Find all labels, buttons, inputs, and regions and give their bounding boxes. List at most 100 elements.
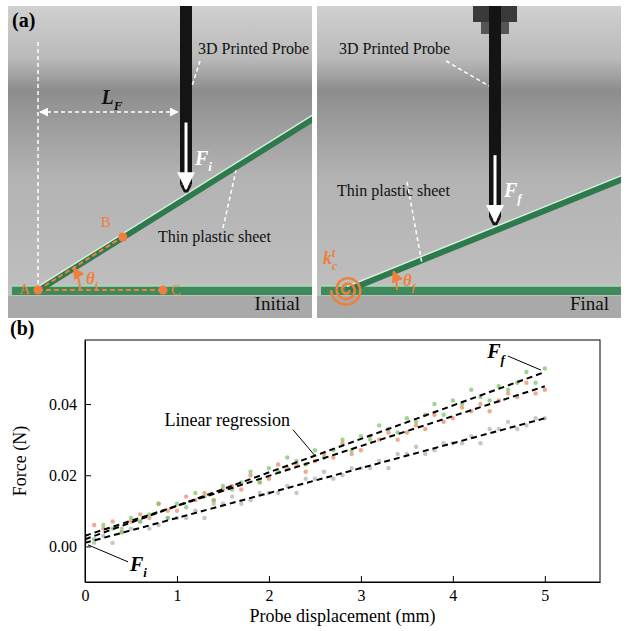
panel-label: (b): [10, 317, 34, 340]
x-axis-title: Probe displacement (mm): [250, 606, 436, 627]
scatter-point: [120, 530, 124, 534]
angle-arc: [74, 268, 80, 290]
plot-area: [85, 366, 547, 545]
force-label: Ff: [503, 179, 523, 206]
force-label-sub: f: [517, 191, 523, 206]
scatter-point: [294, 491, 298, 495]
y-axis-tick-label: 0.02: [49, 467, 77, 484]
force-label: Fi: [194, 147, 212, 174]
sheet-label: Thin plastic sheet: [337, 182, 450, 200]
scatter-point: [524, 370, 528, 374]
scatter-point: [285, 455, 289, 459]
scatter-point: [478, 402, 482, 406]
angle-label: θi: [86, 269, 99, 291]
y-axis-tick-label: 0.00: [49, 538, 77, 555]
annotation-main: F: [129, 553, 144, 575]
length-dimension: [40, 111, 178, 113]
point-marker: [159, 286, 168, 295]
probe-label: 3D Printed Probe: [198, 40, 309, 57]
y-axis-tick: 0.02: [49, 467, 91, 484]
scatter-series: [85, 416, 547, 545]
construction-line: [38, 237, 123, 290]
scatter-point: [543, 366, 547, 370]
force-label-main: F: [194, 147, 209, 169]
scatter-point: [524, 381, 528, 385]
plot-frame: [85, 340, 600, 582]
scatter-point: [506, 388, 510, 392]
scatter-point: [276, 491, 280, 495]
point-marker: [34, 286, 43, 295]
y-axis-tick: 0.04: [49, 396, 91, 413]
y-axis-line: [85, 341, 86, 583]
scatter-point: [414, 445, 418, 449]
force-label-main: F: [503, 179, 518, 201]
length-label: LF: [101, 86, 123, 113]
annotation-leader: [508, 356, 541, 370]
point-marker: [118, 233, 127, 242]
x-axis-tick: 3: [357, 576, 365, 604]
scatter-point: [340, 437, 344, 441]
x-axis-tick: 4: [449, 576, 457, 604]
scatter-point: [533, 416, 537, 420]
force-arrow: [185, 123, 188, 189]
x-axis-tick: 5: [541, 576, 549, 604]
x-axis-tick-mark: [545, 576, 546, 582]
scatter-point: [212, 498, 216, 502]
inclined-sheet-edge: [38, 64, 312, 287]
panel-label: (a): [12, 9, 35, 32]
scatter-point: [478, 441, 482, 445]
scatter-point: [405, 416, 409, 420]
scatter-point: [533, 381, 537, 385]
y-axis-tick-label: 0.04: [49, 396, 77, 413]
scatter-point: [423, 427, 427, 431]
scatter-point: [193, 491, 197, 495]
scatter-point: [101, 523, 105, 527]
scatter-point: [395, 452, 399, 456]
scatter-point: [304, 469, 308, 473]
length-label-main: L: [101, 86, 114, 108]
x-axis-tick-mark: [269, 576, 270, 582]
scatter-point: [110, 519, 114, 523]
angle-label-sub: f: [412, 281, 417, 293]
scatter-point: [506, 420, 510, 424]
scatter-point: [487, 427, 491, 431]
photo-caption: Final: [570, 293, 609, 314]
scatter-series: [85, 381, 547, 542]
sheet-label: Thin plastic sheet: [158, 228, 271, 246]
scatter-point: [304, 477, 308, 481]
scatter-point: [405, 430, 409, 434]
x-axis-tick-label: 4: [449, 587, 457, 604]
scatter-point: [138, 519, 142, 523]
scatter-point: [377, 423, 381, 427]
inclined-sheet-edge: [347, 129, 621, 286]
photo-content: [317, 6, 621, 318]
point-label: B: [101, 214, 111, 230]
annotation-leader: [88, 545, 128, 562]
scatter-point: [313, 448, 317, 452]
scatter-point: [469, 388, 473, 392]
photo-content: [8, 6, 312, 318]
x-axis-tick-mark: [453, 576, 454, 582]
x-axis-line: [86, 582, 601, 583]
scatter-point: [267, 466, 271, 470]
scatter-point: [221, 484, 225, 488]
figure: Fi3D Printed ProbeThin plastic sheetInit…: [0, 0, 629, 631]
scatter-point: [120, 530, 124, 534]
x-axis-tick: 1: [173, 576, 181, 604]
scatter-point: [156, 502, 160, 506]
force-arrow: [494, 155, 497, 221]
length-label-sub: F: [113, 98, 123, 113]
scatter-point: [258, 480, 262, 484]
point-label: A: [19, 281, 30, 297]
photo-background: [317, 6, 621, 318]
photo-background: [8, 6, 312, 318]
x-axis-tick-mark: [177, 576, 178, 582]
annotations: Linear regressionFfFi: [88, 340, 541, 580]
probe-leader: [192, 61, 200, 86]
probe-leader: [446, 61, 489, 86]
scatter-point: [487, 398, 491, 402]
scatter-point: [322, 469, 326, 473]
scatter-point: [129, 526, 133, 530]
scatter-point: [239, 502, 243, 506]
scatter-point: [359, 448, 363, 452]
